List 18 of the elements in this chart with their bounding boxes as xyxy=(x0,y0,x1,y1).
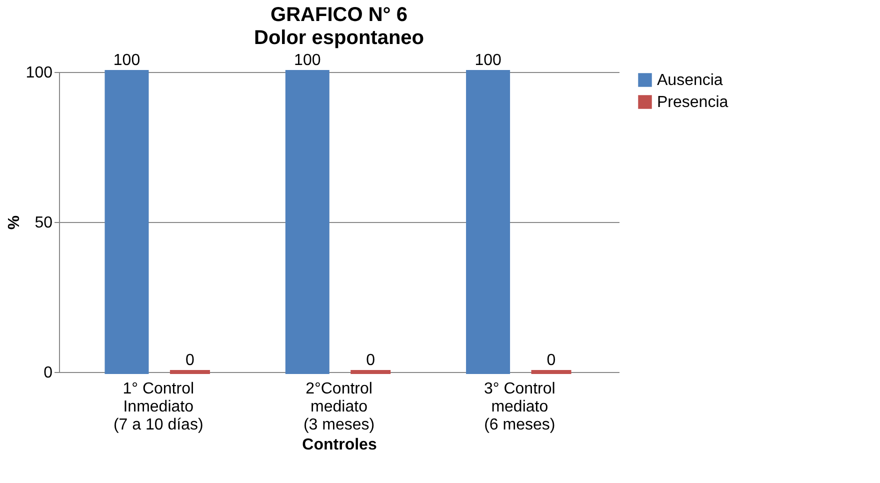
y-tick-label: 100 xyxy=(26,64,53,82)
chart-title: GRAFICO N° 6 xyxy=(270,4,408,26)
data-label: 100 xyxy=(474,52,502,69)
data-label: 0 xyxy=(546,352,556,369)
y-tick-label: 50 xyxy=(34,214,53,232)
legend-label: Ausencia xyxy=(657,72,723,89)
x-tick-label: 2°Control mediato (3 meses) xyxy=(303,380,375,434)
data-label: 100 xyxy=(113,52,140,69)
y-axis-title: % xyxy=(6,215,23,230)
chart-subtitle: Dolor espontaneo xyxy=(254,27,424,49)
data-label: 100 xyxy=(294,52,321,69)
x-tick-label: 1° Control Inmediato (7 a 10 días) xyxy=(113,380,204,434)
data-label: 0 xyxy=(186,352,195,369)
data-label: 0 xyxy=(366,352,376,369)
y-tick-label: 0 xyxy=(44,364,53,382)
x-axis-title: Controles xyxy=(302,436,377,454)
x-tick-label: 3° Control mediato (6 meses) xyxy=(484,380,556,434)
legend-label: Presencia xyxy=(657,94,728,111)
